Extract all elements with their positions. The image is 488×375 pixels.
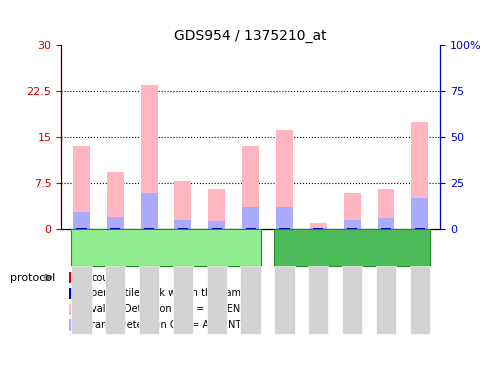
Bar	[242, 146, 259, 229]
Bar	[144, 228, 154, 229]
Bar	[76, 228, 86, 229]
Bar	[380, 228, 390, 229]
Text: protocol: protocol	[10, 273, 55, 282]
Text: GSM19304: GSM19304	[212, 279, 221, 325]
Bar	[141, 193, 157, 229]
Bar	[410, 122, 427, 229]
Bar	[275, 207, 292, 229]
Bar	[279, 228, 289, 229]
Bar	[309, 228, 326, 229]
Bar	[141, 85, 157, 229]
Bar	[343, 220, 360, 229]
Bar	[275, 129, 292, 229]
Text: percentile rank within the sample: percentile rank within the sample	[91, 288, 256, 298]
Bar	[208, 189, 225, 229]
Text: ketogenic diet: ketogenic diet	[312, 243, 391, 252]
Text: count: count	[91, 273, 119, 283]
Text: rank, Detection Call = ABSENT: rank, Detection Call = ABSENT	[91, 320, 241, 330]
Bar	[73, 211, 90, 229]
Bar	[245, 228, 255, 229]
Bar	[73, 146, 90, 229]
Bar	[110, 228, 120, 229]
Bar	[178, 228, 187, 229]
Bar	[343, 193, 360, 229]
Bar	[313, 228, 323, 229]
Text: GSM19300: GSM19300	[77, 279, 86, 325]
Text: GSM19310: GSM19310	[414, 279, 424, 325]
Bar	[106, 216, 123, 229]
Text: GSM19303: GSM19303	[178, 279, 187, 325]
Bar	[106, 172, 123, 229]
Bar	[68, 288, 84, 299]
Title: GDS954 / 1375210_at: GDS954 / 1375210_at	[174, 28, 326, 43]
Text: GSM19307: GSM19307	[313, 279, 322, 325]
Text: GSM19308: GSM19308	[347, 279, 356, 325]
Text: GSM19302: GSM19302	[144, 279, 153, 325]
Bar	[68, 272, 84, 284]
Text: GSM19301: GSM19301	[111, 279, 120, 325]
Bar	[68, 319, 84, 331]
Bar	[377, 189, 394, 229]
Bar	[346, 228, 356, 229]
Text: control diet: control diet	[134, 243, 198, 252]
Bar	[211, 228, 222, 229]
Text: value, Detection Call = ABSENT: value, Detection Call = ABSENT	[91, 304, 246, 314]
Bar	[414, 228, 424, 229]
Bar	[208, 221, 225, 229]
Bar	[410, 198, 427, 229]
Bar	[377, 218, 394, 229]
Bar	[309, 223, 326, 229]
Bar	[174, 220, 191, 229]
Text: GSM19306: GSM19306	[279, 279, 288, 325]
Bar	[174, 181, 191, 229]
Text: GSM19309: GSM19309	[381, 279, 389, 325]
Text: GSM19305: GSM19305	[245, 279, 255, 325]
Bar	[68, 303, 84, 315]
Bar	[242, 207, 259, 229]
